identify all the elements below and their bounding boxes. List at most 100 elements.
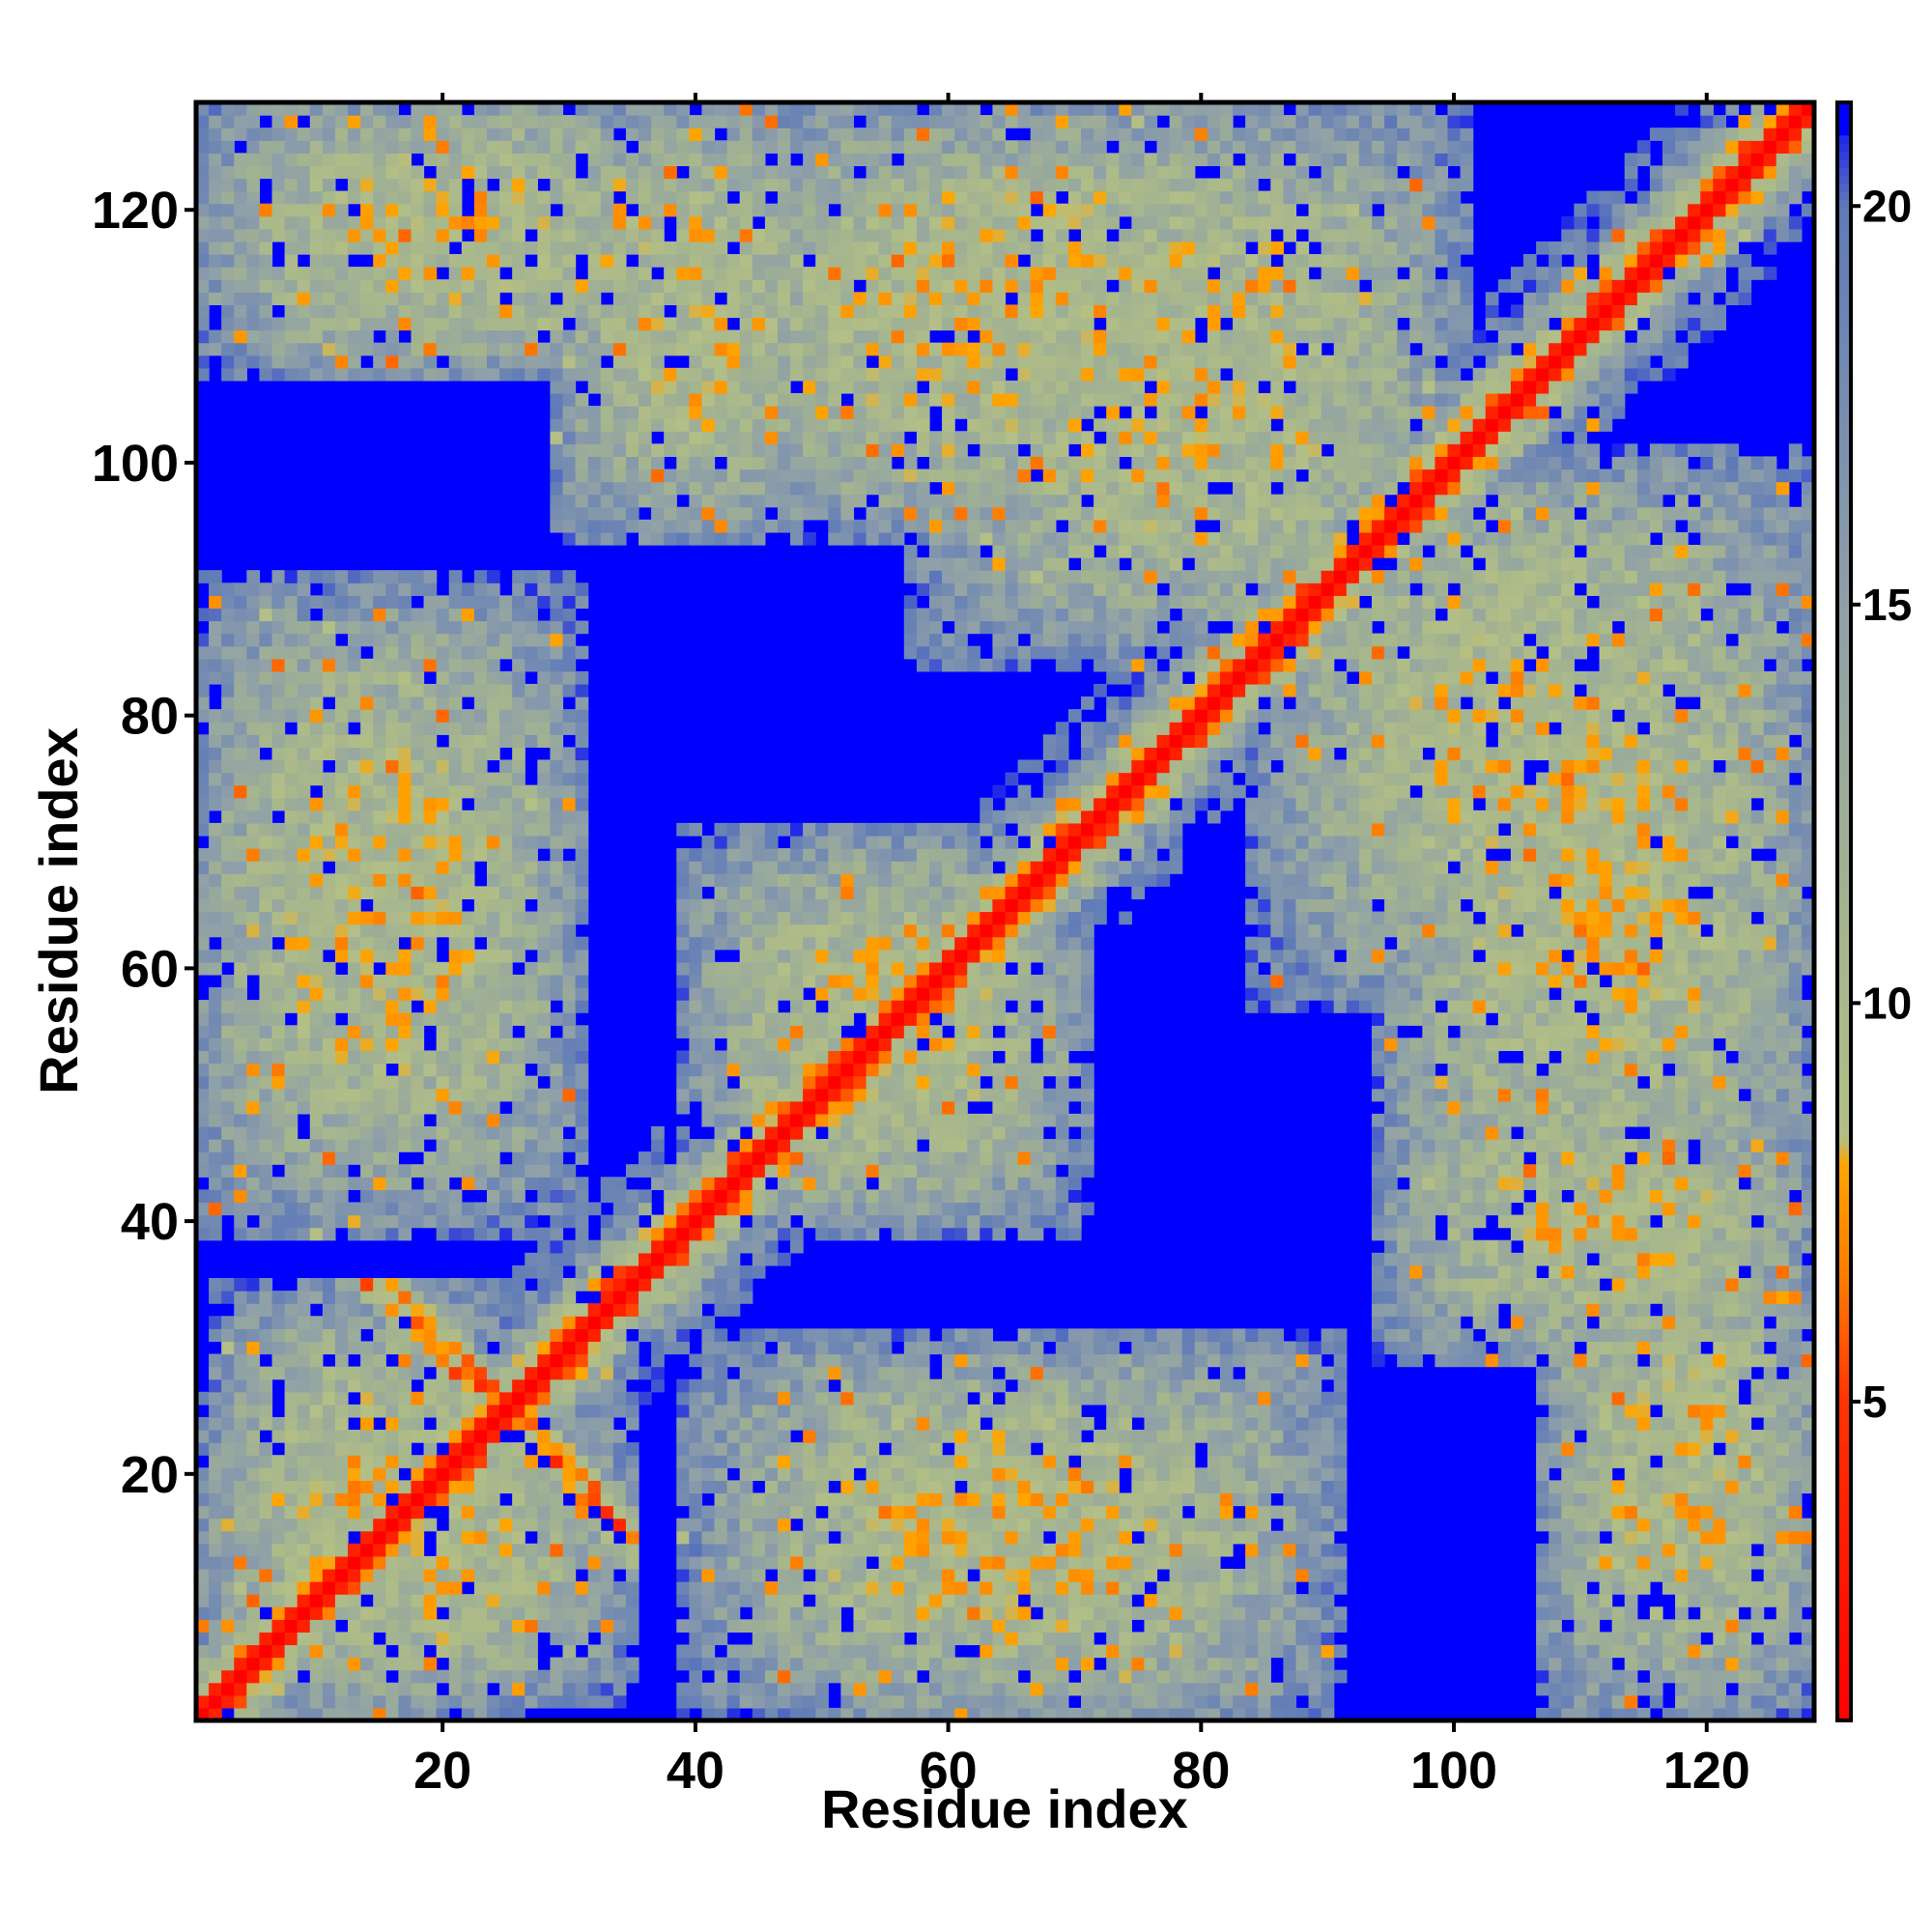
- heatmap-cell: [334, 1430, 349, 1443]
- heatmap-cell: [309, 1000, 324, 1013]
- heatmap-cell: [259, 835, 273, 849]
- heatmap-cell: [348, 1202, 361, 1216]
- heatmap-cell: [639, 279, 652, 293]
- heatmap-cell: [348, 898, 361, 913]
- heatmap-cell: [575, 342, 589, 356]
- heatmap-cell: [373, 683, 386, 697]
- heatmap-cell: [221, 923, 235, 938]
- heatmap-cell: [234, 1291, 247, 1304]
- heatmap-cell: [525, 911, 538, 925]
- heatmap-cell: [246, 1442, 261, 1456]
- heatmap-cell: [360, 1480, 374, 1494]
- heatmap-cell: [360, 153, 374, 167]
- heatmap-cell: [411, 861, 425, 874]
- heatmap-cell: [448, 1492, 463, 1507]
- heatmap-cell: [360, 1037, 374, 1052]
- heatmap-cell: [512, 1151, 526, 1165]
- heatmap-cell: [423, 1492, 438, 1507]
- heatmap-cell: [701, 1037, 716, 1052]
- heatmap-cell: [309, 1632, 324, 1646]
- heatmap-cell: [587, 178, 602, 192]
- heatmap-cell: [714, 1404, 728, 1418]
- heatmap-cell: [803, 367, 816, 382]
- heatmap-cell: [398, 645, 412, 660]
- heatmap-cell: [651, 1366, 665, 1380]
- heatmap-cell: [714, 886, 728, 900]
- heatmap-cell: [550, 898, 564, 913]
- heatmap-cell: [550, 722, 564, 735]
- heatmap-cell: [398, 759, 412, 774]
- heatmap-cell: [664, 418, 677, 432]
- heatmap-cell: [334, 102, 349, 116]
- heatmap-cell: [676, 1694, 690, 1709]
- heatmap-cell: [575, 1467, 589, 1481]
- heatmap-cell: [334, 1164, 349, 1178]
- heatmap-cell: [398, 620, 412, 635]
- heatmap-cell: [739, 974, 753, 988]
- heatmap-cell: [587, 1682, 602, 1696]
- heatmap-cell: [550, 1619, 564, 1633]
- heatmap-cell: [385, 203, 399, 217]
- heatmap-cell: [562, 1657, 577, 1671]
- heatmap-cell: [322, 1277, 336, 1292]
- heatmap-cell: [764, 1214, 779, 1229]
- heatmap-cell: [562, 1214, 577, 1229]
- heatmap-cell: [334, 267, 349, 280]
- heatmap-cell: [196, 570, 210, 583]
- heatmap-cell: [448, 1480, 463, 1494]
- heatmap-cell: [537, 658, 552, 672]
- heatmap-cell: [701, 1416, 716, 1431]
- heatmap-cell: [234, 608, 247, 622]
- heatmap-cell: [764, 1328, 779, 1343]
- heatmap-cell: [575, 102, 589, 116]
- heatmap-cell: [360, 1581, 374, 1595]
- heatmap-cell: [221, 1492, 235, 1507]
- heatmap-cell: [651, 203, 665, 217]
- heatmap-cell: [448, 1391, 463, 1406]
- heatmap-cell: [461, 342, 475, 356]
- heatmap-cell: [448, 1037, 463, 1052]
- heatmap-cell: [461, 1151, 475, 1165]
- heatmap-cell: [525, 1316, 538, 1329]
- heatmap-cell: [828, 456, 841, 470]
- heatmap-cell: [764, 1467, 779, 1481]
- heatmap-cell: [259, 203, 273, 217]
- heatmap-cell: [575, 848, 589, 862]
- heatmap-cell: [423, 1430, 438, 1443]
- heatmap-cell: [777, 406, 791, 419]
- heatmap-cell: [689, 1568, 703, 1582]
- heatmap-cell: [234, 658, 247, 672]
- heatmap-cell: [714, 1202, 728, 1216]
- heatmap-cell: [398, 949, 412, 963]
- heatmap-cell: [612, 1391, 627, 1406]
- heatmap-cell: [385, 367, 399, 382]
- heatmap-cell: [689, 431, 703, 444]
- heatmap-cell: [360, 1404, 374, 1418]
- heatmap-cell: [373, 1492, 386, 1507]
- heatmap-cell: [486, 595, 500, 610]
- heatmap-cell: [562, 228, 577, 242]
- heatmap-cell: [348, 873, 361, 887]
- heatmap-cell: [777, 1391, 791, 1406]
- heatmap-cell: [259, 1657, 273, 1671]
- heatmap-cell: [348, 367, 361, 382]
- heatmap-cell: [764, 1202, 779, 1216]
- heatmap-cell: [512, 797, 526, 811]
- heatmap-cell: [512, 911, 526, 925]
- heatmap-cell: [348, 696, 361, 710]
- heatmap-cell: [651, 228, 665, 242]
- heatmap-cell: [246, 886, 261, 900]
- heatmap-cell: [689, 1442, 703, 1456]
- heatmap-cell: [499, 848, 513, 862]
- heatmap-cell: [398, 1025, 412, 1038]
- heatmap-cell: [448, 645, 463, 660]
- heatmap-cell: [512, 936, 526, 951]
- heatmap-cell: [322, 1164, 336, 1178]
- heatmap-cell: [562, 835, 577, 849]
- heatmap-cell: [221, 178, 235, 192]
- heatmap-cell: [461, 1594, 475, 1607]
- heatmap-cell: [562, 898, 577, 913]
- heatmap-cell: [448, 911, 463, 925]
- heatmap-cell: [309, 911, 324, 925]
- heatmap-cell: [664, 1277, 677, 1292]
